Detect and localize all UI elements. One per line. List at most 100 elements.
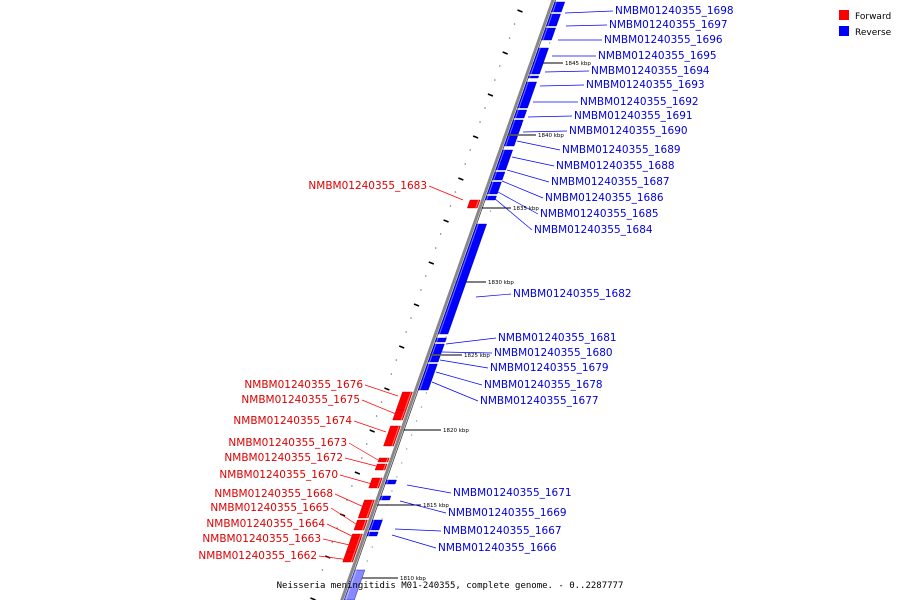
reverse-gene-leader [435, 371, 483, 386]
reverse-gene-label[interactable]: NMBM01240355_1685 [540, 208, 659, 220]
forward-gene-feature-highlight [366, 499, 374, 519]
reverse-gene-feature [417, 379, 433, 391]
scale-minor-tick [445, 336, 447, 338]
forward-gene-label[interactable]: NMBM01240355_1675 [241, 394, 360, 406]
reverse-gene-label[interactable]: NMBM01240355_1667 [443, 525, 562, 537]
reverse-gene-label[interactable]: NMBM01240355_1669 [448, 507, 567, 519]
reverse-gene-feature-highlight [518, 81, 529, 109]
forward-gene-label[interactable]: NMBM01240355_1673 [228, 437, 347, 449]
scale-minor-tick [366, 560, 368, 562]
forward-gene-label[interactable]: NMBM01240355_1670 [219, 469, 338, 481]
forward-gene-leader [326, 523, 357, 539]
forward-gene-feature [374, 463, 388, 471]
reverse-gene-feature-highlight [431, 343, 437, 355]
reverse-gene-label[interactable]: NMBM01240355_1690 [569, 125, 688, 137]
forward-gene-label[interactable]: NMBM01240355_1674 [233, 415, 352, 427]
scale-minor-tick [464, 163, 467, 165]
reverse-gene-feature-highlight [509, 123, 514, 135]
reverse-gene-feature-highlight [486, 195, 489, 201]
reverse-gene-leader [431, 381, 479, 402]
scale-major-tick [413, 303, 420, 307]
reverse-gene-label[interactable]: NMBM01240355_1697 [609, 19, 728, 31]
reverse-gene-feature-highlight [505, 135, 510, 147]
reverse-gene-feature [495, 161, 509, 171]
scale-minor-tick [316, 583, 319, 585]
reverse-gene-feature-highlight [380, 495, 383, 501]
scale-minor-tick [390, 373, 393, 375]
forward-gene-feature [377, 457, 390, 463]
reverse-gene-label[interactable]: NMBM01240355_1684 [534, 224, 653, 236]
reverse-gene-leader [445, 337, 497, 345]
genome-backbone [340, 0, 555, 600]
reverse-gene-label[interactable]: NMBM01240355_1692 [580, 96, 699, 108]
reverse-gene-label[interactable]: NMBM01240355_1680 [494, 347, 613, 359]
scale-minor-tick [484, 107, 486, 109]
forward-gene-label[interactable]: NMBM01240355_1676 [244, 379, 363, 391]
reverse-gene-label[interactable]: NMBM01240355_1688 [556, 160, 675, 172]
kbp-tick-label: 1845 kbp [565, 61, 591, 67]
reverse-gene-feature-highlight [514, 109, 519, 119]
reverse-gene-leader [441, 351, 493, 354]
forward-gene-label[interactable]: NMBM01240355_1664 [206, 518, 325, 530]
forward-gene-feature-highlight [376, 477, 382, 489]
forward-gene-leader [339, 474, 373, 485]
reverse-gene-label[interactable]: NMBM01240355_1678 [484, 379, 603, 391]
reverse-gene-leader [501, 180, 544, 199]
forward-gene-label[interactable]: NMBM01240355_1668 [214, 488, 333, 500]
forward-gene-leader [344, 457, 377, 467]
reverse-gene-feature-highlight [429, 355, 433, 363]
scale-minor-tick [410, 317, 412, 319]
legend-reverse-swatch [839, 26, 849, 36]
scale-minor-tick [391, 490, 393, 492]
forward-gene-leader [361, 399, 397, 415]
reverse-gene-leader [511, 156, 555, 167]
reverse-gene-leader [527, 115, 573, 118]
forward-gene-label[interactable]: NMBM01240355_1672 [224, 452, 343, 464]
reverse-gene-label[interactable]: NMBM01240355_1671 [453, 487, 572, 499]
reverse-gene-feature [368, 519, 383, 531]
reverse-gene-label[interactable]: NMBM01240355_1687 [551, 176, 670, 188]
scale-minor-tick [439, 233, 442, 235]
forward-gene-leader [428, 185, 464, 201]
reverse-gene-label[interactable]: NMBM01240355_1681 [498, 332, 617, 344]
scale-major-tick [472, 135, 479, 139]
scale-minor-tick [425, 392, 428, 394]
forward-gene-label[interactable]: NMBM01240355_1662 [198, 550, 317, 562]
forward-gene-label[interactable]: NMBM01240355_1683 [308, 180, 427, 192]
reverse-gene-label[interactable]: NMBM01240355_1686 [545, 192, 664, 204]
reverse-gene-label[interactable]: NMBM01240355_1666 [438, 542, 557, 554]
reverse-gene-label[interactable]: NMBM01240355_1677 [480, 395, 599, 407]
scale-minor-tick [371, 546, 373, 548]
legend: Forward Reverse [839, 10, 892, 38]
reverse-gene-label[interactable]: NMBM01240355_1691 [574, 110, 693, 122]
reverse-gene-label[interactable]: NMBM01240355_1679 [490, 362, 609, 374]
genome-caption: Neisseria meningitidis M01-240355, compl… [277, 581, 624, 591]
forward-gene-feature-highlight [361, 519, 367, 531]
reverse-gene-feature-highlight [493, 171, 497, 181]
forward-gene-label[interactable]: NMBM01240355_1663 [202, 533, 321, 545]
scale-minor-tick [508, 37, 511, 39]
reverse-gene-label[interactable]: NMBM01240355_1682 [513, 288, 632, 300]
reverse-gene-feature [513, 109, 528, 119]
reverse-gene-label[interactable]: NMBM01240355_1693 [586, 79, 705, 91]
forward-gene-label[interactable]: NMBM01240355_1665 [210, 502, 329, 514]
kbp-tick-label: 1840 kbp [538, 133, 564, 139]
reverse-gene-label[interactable]: NMBM01240355_1698 [615, 5, 734, 17]
reverse-gene-label[interactable]: NMBM01240355_1695 [598, 50, 717, 62]
reverse-gene-feature-partial-highlight [345, 569, 357, 600]
scale-minor-tick [513, 23, 516, 25]
scale-minor-tick [331, 541, 334, 543]
kbp-tick-label: 1825 kbp [464, 353, 490, 359]
reverse-gene-feature [434, 337, 447, 343]
scale-minor-tick [381, 518, 383, 520]
scale-minor-tick [479, 121, 481, 123]
kbp-tick-label: 1810 kbp [400, 576, 426, 582]
scale-major-tick [354, 471, 361, 475]
reverse-gene-feature-highlight [419, 379, 424, 391]
reverse-gene-label[interactable]: NMBM01240355_1694 [591, 65, 710, 77]
reverse-gene-label[interactable]: NMBM01240355_1696 [604, 34, 723, 46]
reverse-gene-label[interactable]: NMBM01240355_1689 [562, 144, 681, 156]
scale-minor-tick [406, 448, 408, 450]
scale-minor-tick [351, 485, 353, 487]
